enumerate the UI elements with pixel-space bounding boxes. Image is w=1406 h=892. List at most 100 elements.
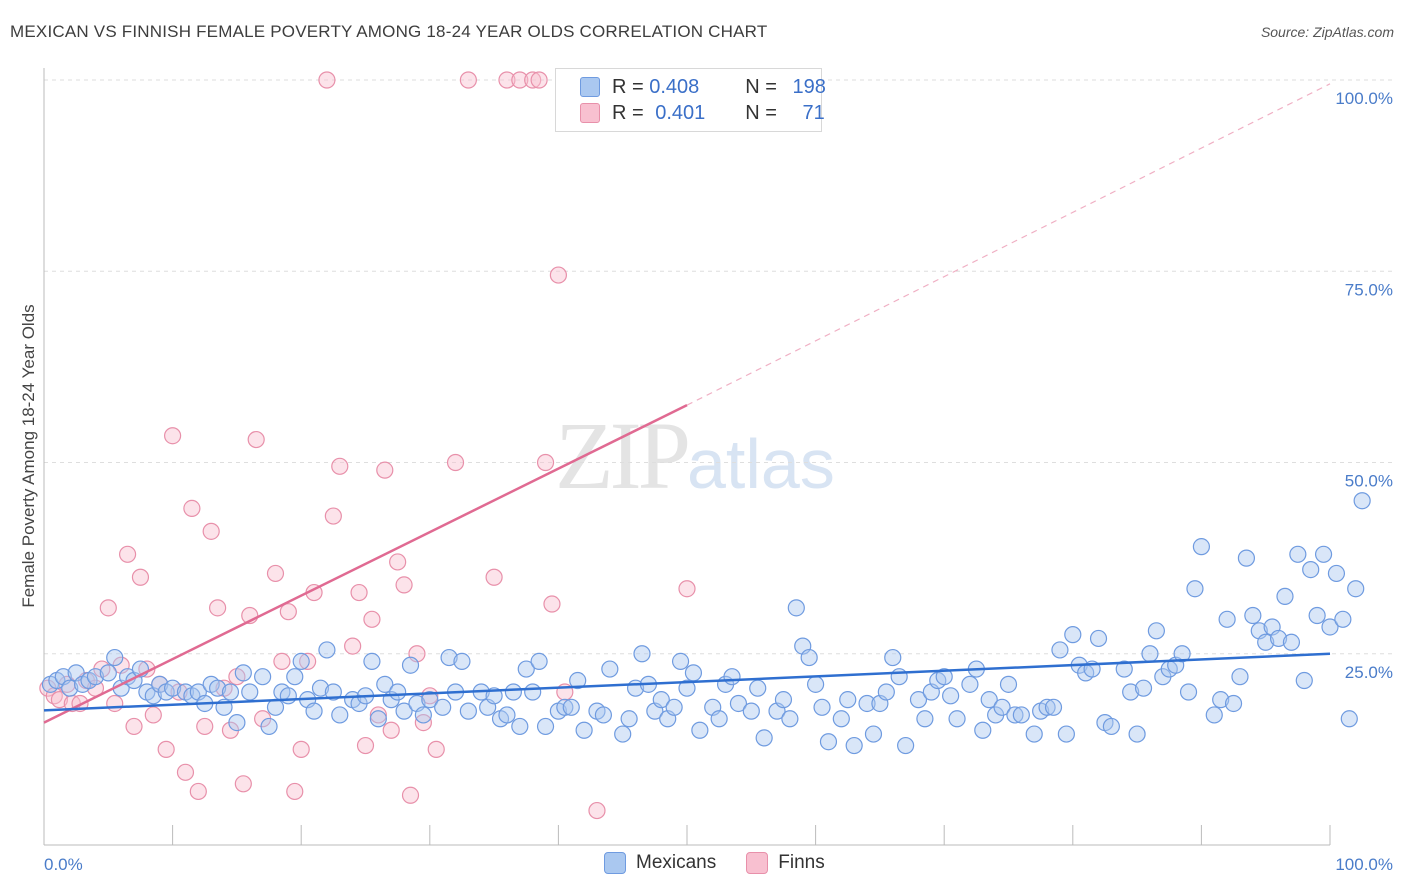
mexicans-point bbox=[684, 664, 703, 682]
trend-lines bbox=[43, 83, 1331, 724]
mexicans-point bbox=[1269, 629, 1288, 648]
mexicans-point bbox=[1089, 629, 1108, 648]
mexicans-point bbox=[86, 668, 105, 686]
mexicans-point bbox=[678, 679, 696, 697]
mexicans-trend-line bbox=[43, 652, 1331, 712]
mexicans-point bbox=[877, 683, 895, 701]
mexicans-point bbox=[819, 733, 838, 751]
mexicans-point bbox=[1224, 694, 1243, 713]
finns-point bbox=[356, 736, 375, 755]
finns-point bbox=[363, 610, 381, 628]
legend-r-label: R = bbox=[612, 101, 650, 124]
x-tick-label-start: 0.0% bbox=[44, 855, 83, 874]
mexicans-point bbox=[434, 698, 452, 716]
mexicans-point bbox=[620, 710, 638, 728]
finns-point bbox=[382, 721, 400, 739]
finns-point bbox=[331, 457, 349, 475]
finns-point bbox=[202, 522, 220, 540]
mexicans-point bbox=[594, 706, 613, 724]
y-axis-label: Female Poverty Among 18-24 Year Olds bbox=[19, 304, 38, 607]
mexicans-point bbox=[311, 679, 330, 697]
mexicans-point bbox=[286, 668, 304, 686]
tick-labels: 25.0% 50.0% 75.0% 100.0% 0.0% 100.0% bbox=[44, 89, 1393, 874]
series-legend-finns[interactable]: Finns bbox=[746, 852, 825, 874]
mexicans-point bbox=[1141, 645, 1159, 663]
mexicans-point bbox=[1012, 706, 1030, 724]
mexicans-point bbox=[614, 725, 632, 743]
mexicans-point bbox=[498, 706, 516, 724]
mexicans-point bbox=[279, 687, 297, 705]
mexicans-point bbox=[1257, 633, 1275, 651]
finns-point bbox=[273, 652, 291, 671]
finns-point bbox=[376, 461, 394, 479]
mexicans-point bbox=[1244, 606, 1262, 625]
mexicans-point bbox=[511, 717, 529, 736]
watermark-atlas: atlas bbox=[687, 425, 835, 503]
mexicans-point bbox=[369, 710, 387, 728]
legend-row-finns: R = 0.401 N = 71 bbox=[580, 101, 825, 125]
mexicans-point bbox=[1282, 633, 1301, 651]
y-tick-label: 25.0% bbox=[1345, 663, 1393, 682]
finns-point bbox=[536, 453, 555, 472]
chart-source: Source: ZipAtlas.com bbox=[1260, 24, 1394, 40]
finns-point bbox=[395, 576, 413, 594]
finns-trend-line bbox=[43, 404, 688, 724]
finns-point bbox=[164, 427, 182, 445]
y-tick-label: 50.0% bbox=[1345, 472, 1393, 491]
series-swatch-mexicans bbox=[604, 852, 626, 874]
finns-trend-extension bbox=[686, 83, 1331, 406]
legend-swatch-mexicans bbox=[580, 77, 600, 97]
legend-swatch-finns bbox=[580, 103, 600, 123]
mexicans-point bbox=[890, 668, 908, 686]
mexicans-point bbox=[556, 698, 574, 716]
mexicans-point bbox=[536, 717, 555, 736]
x-tick-label-end: 100.0% bbox=[1335, 855, 1393, 874]
mexicans-point bbox=[1205, 706, 1223, 724]
mexicans-point bbox=[781, 710, 799, 728]
mexicans-point bbox=[1115, 660, 1133, 678]
finns-point bbox=[118, 545, 137, 563]
mexicans-point bbox=[993, 698, 1011, 716]
mexicans-point bbox=[524, 683, 542, 701]
mexicans-point bbox=[710, 710, 728, 728]
finns-point bbox=[50, 691, 69, 709]
mexicans-point bbox=[1347, 580, 1365, 598]
mexicans-point bbox=[813, 698, 831, 716]
finns-point bbox=[524, 71, 542, 89]
mexicans-point bbox=[1051, 641, 1069, 659]
mexicans-point bbox=[839, 691, 857, 709]
mexicans-point bbox=[845, 736, 863, 755]
finns-point bbox=[286, 782, 304, 801]
finns-point bbox=[125, 717, 143, 736]
mexicans-point bbox=[897, 736, 915, 755]
finns-point bbox=[99, 599, 117, 617]
mexicans-point bbox=[601, 660, 619, 678]
mexicans-point bbox=[858, 694, 876, 713]
mexicans-point bbox=[832, 710, 850, 728]
mexicans-point bbox=[787, 599, 805, 617]
mexicans-point bbox=[671, 652, 690, 671]
mexicans-point bbox=[254, 668, 272, 686]
mexicans-point bbox=[935, 668, 953, 686]
mexicans-point bbox=[260, 717, 278, 736]
finns-point bbox=[183, 499, 201, 517]
series-legend-mexicans[interactable]: Mexicans bbox=[604, 852, 716, 874]
mexicans-point bbox=[517, 660, 535, 678]
finns-point bbox=[350, 583, 368, 602]
legend-row-mexicans: R = 0.408 N = 198 bbox=[580, 75, 826, 99]
mexicans-point bbox=[395, 702, 413, 720]
mexicans-point bbox=[1302, 560, 1320, 579]
finns-point bbox=[324, 507, 342, 525]
mexicans-point bbox=[999, 675, 1018, 693]
mexicans-point bbox=[1353, 492, 1371, 510]
mexicans-point bbox=[948, 710, 966, 728]
mexicans-point bbox=[1218, 610, 1236, 628]
mexicans-point bbox=[1122, 683, 1140, 701]
watermark: ZIPatlas bbox=[555, 400, 835, 511]
mexicans-point bbox=[652, 691, 670, 709]
mexicans-point bbox=[376, 675, 394, 693]
finns-point bbox=[485, 568, 503, 586]
mexicans-point bbox=[884, 648, 902, 667]
mexicans-point bbox=[1044, 698, 1063, 716]
